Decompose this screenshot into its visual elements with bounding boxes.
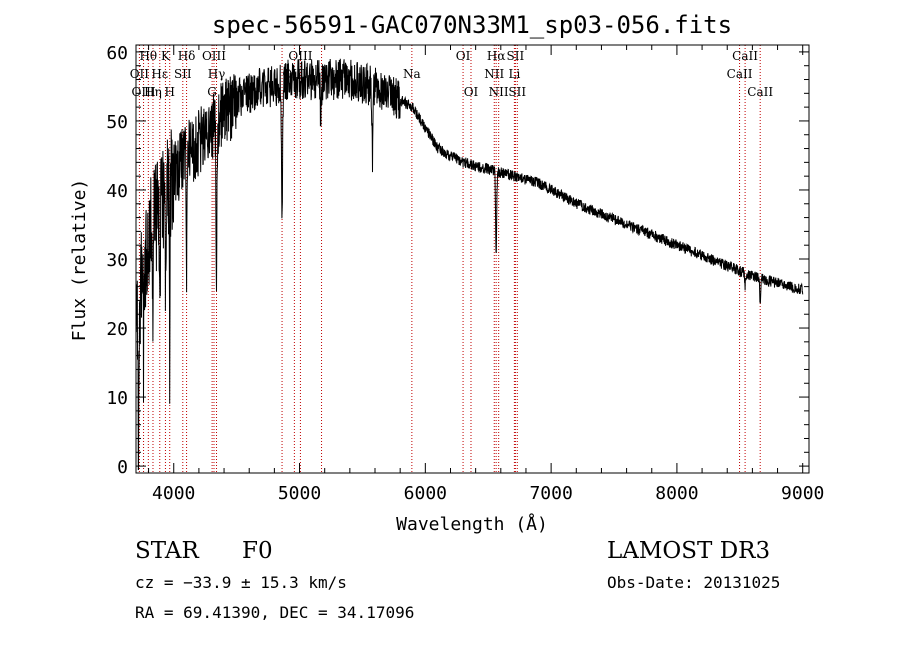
line-marker-label: CaII [732,49,758,63]
redshift-velocity: cz = −33.9 ± 15.3 km/s [135,573,347,592]
line-marker-label: G [207,85,217,99]
y-tick-label: 30 [106,250,128,271]
survey-name: LAMOST DR3 [607,538,771,564]
plot-frame [135,44,810,474]
x-tick-label: 7000 [529,483,572,504]
chart-title: spec-56591-GAC070N33M1_sp03-056.fits [212,11,732,39]
y-tick-label: 10 [106,388,128,409]
line-marker-label: Hη [144,85,162,99]
line-marker-label: OIII [288,49,312,63]
line-marker-label: OI [464,85,479,99]
coordinates: RA = 69.41390, DEC = 34.17096 [135,603,415,622]
line-marker-label: OIII [202,49,226,63]
y-tick-label: 20 [106,319,128,340]
line-marker-label: NII [484,67,504,81]
line-marker-label: K [161,49,171,63]
spectrum-line [135,58,804,470]
line-marker-label: SII [507,49,525,63]
line-marker-label: Hθ [139,49,157,63]
subclass: F0 [242,538,273,564]
line-marker-label: Hε [151,67,168,81]
line-marker-label: CaII [747,85,773,99]
line-marker-label: SII [508,85,526,99]
y-tick-label: 0 [117,457,128,478]
spectrum-chart: spec-56591-GAC070N33M1_sp03-056.fits Wav… [69,11,824,535]
line-marker-label: OIII [132,85,156,99]
line-marker-label: SII [174,67,192,81]
x-tick-label: 6000 [404,483,447,504]
line-marker-label: H [164,85,174,99]
axes: 4000 5000 6000 7000 8000 9000 0 10 20 30 40 50 60 [106,43,824,504]
line-marker-label: CaII [727,67,753,81]
line-marker-label: Hδ [178,49,196,63]
x-tick-label: 8000 [655,483,698,504]
line-marker-label: Li [508,67,520,81]
line-marker-label: NII [489,85,509,99]
y-axis-label: Flux (relative) [69,179,90,342]
line-marker-label: Hα [487,49,506,63]
x-axis-label: Wavelength (Å) [396,513,548,535]
line-marker-label: Na [403,67,421,81]
line-marker-label: OII [130,67,150,81]
object-class: STAR [135,538,199,564]
line-marker-label: Hγ [208,67,226,81]
x-tick-label: 4000 [152,483,195,504]
line-marker-label: OI [456,49,471,63]
x-tick-label: 5000 [278,483,321,504]
observation-date: Obs-Date: 20131025 [607,573,781,592]
y-tick-label: 50 [106,112,128,133]
y-tick-label: 40 [106,181,128,202]
y-tick-label: 60 [106,43,128,64]
x-tick-label: 9000 [781,483,824,504]
